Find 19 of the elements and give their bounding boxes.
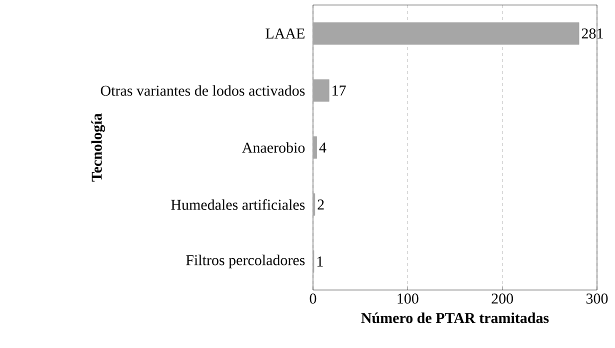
x-axis-title: Número de PTAR tramitadas bbox=[361, 312, 549, 324]
y-tick-label: Otras variantes de lodos activados bbox=[100, 85, 305, 96]
y-tick-label: Humedales artificiales bbox=[171, 199, 305, 210]
data-label: 4 bbox=[319, 142, 326, 152]
data-label: 1 bbox=[317, 256, 323, 266]
bar bbox=[312, 79, 330, 102]
bar bbox=[312, 22, 580, 45]
data-label: 281 bbox=[582, 28, 603, 39]
data-label: 2 bbox=[318, 200, 324, 210]
y-axis-title: Tecnología bbox=[91, 113, 105, 182]
x-tick-label: 0 bbox=[310, 294, 316, 304]
y-tick-label: Anaerobio bbox=[242, 142, 305, 153]
x-tick-label: 300 bbox=[586, 294, 608, 304]
data-label: 17 bbox=[332, 86, 346, 96]
y-tick-label: Filtros percoladores bbox=[186, 254, 305, 268]
x-tick-label: 200 bbox=[492, 294, 514, 304]
bar bbox=[312, 136, 317, 159]
y-tick-label: LAAE bbox=[266, 28, 304, 38]
x-tick-label: 100 bbox=[398, 294, 418, 304]
